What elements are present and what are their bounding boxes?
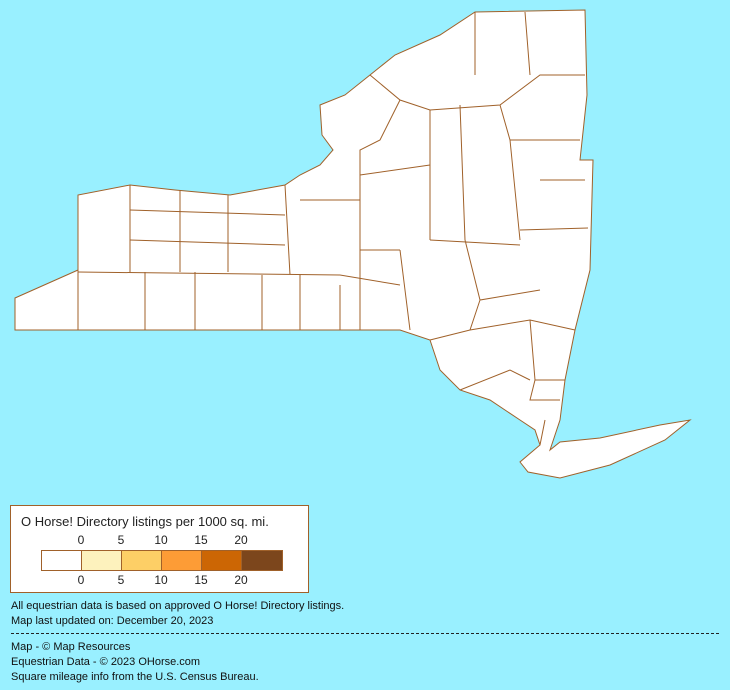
map-credit: Map - © Map Resources bbox=[11, 641, 131, 653]
census-credit: Square mileage info from the U.S. Census… bbox=[11, 671, 259, 683]
legend-swatch bbox=[82, 551, 122, 570]
legend: O Horse! Directory listings per 1000 sq.… bbox=[10, 505, 309, 593]
legend-tick: 15 bbox=[194, 533, 208, 547]
legend-ticks-top: 0 5 10 15 20 bbox=[41, 533, 321, 547]
data-basis-note: All equestrian data is based on approved… bbox=[11, 600, 345, 612]
legend-swatch bbox=[122, 551, 162, 570]
legend-ticks-bottom: 0 5 10 15 20 bbox=[41, 573, 321, 587]
data-credit: Equestrian Data - © 2023 OHorse.com bbox=[11, 656, 201, 668]
legend-tick: 20 bbox=[234, 533, 248, 547]
state-map bbox=[14, 9, 692, 479]
legend-swatch bbox=[162, 551, 202, 570]
legend-tick: 0 bbox=[77, 573, 85, 587]
legend-tick: 10 bbox=[154, 573, 168, 587]
divider bbox=[11, 633, 719, 634]
state-outline bbox=[14, 9, 692, 479]
updated-note: Map last updated on: December 20, 2023 bbox=[11, 615, 214, 627]
legend-title: O Horse! Directory listings per 1000 sq.… bbox=[21, 514, 269, 529]
legend-swatch bbox=[202, 551, 242, 570]
legend-color-bar bbox=[41, 550, 283, 571]
legend-tick: 15 bbox=[194, 573, 208, 587]
legend-tick: 20 bbox=[234, 573, 248, 587]
legend-tick: 5 bbox=[117, 533, 125, 547]
county-borders bbox=[77, 11, 589, 446]
legend-tick: 10 bbox=[154, 533, 168, 547]
legend-tick: 5 bbox=[117, 573, 125, 587]
legend-swatch bbox=[42, 551, 82, 570]
legend-tick: 0 bbox=[77, 533, 85, 547]
legend-swatch bbox=[242, 551, 282, 570]
